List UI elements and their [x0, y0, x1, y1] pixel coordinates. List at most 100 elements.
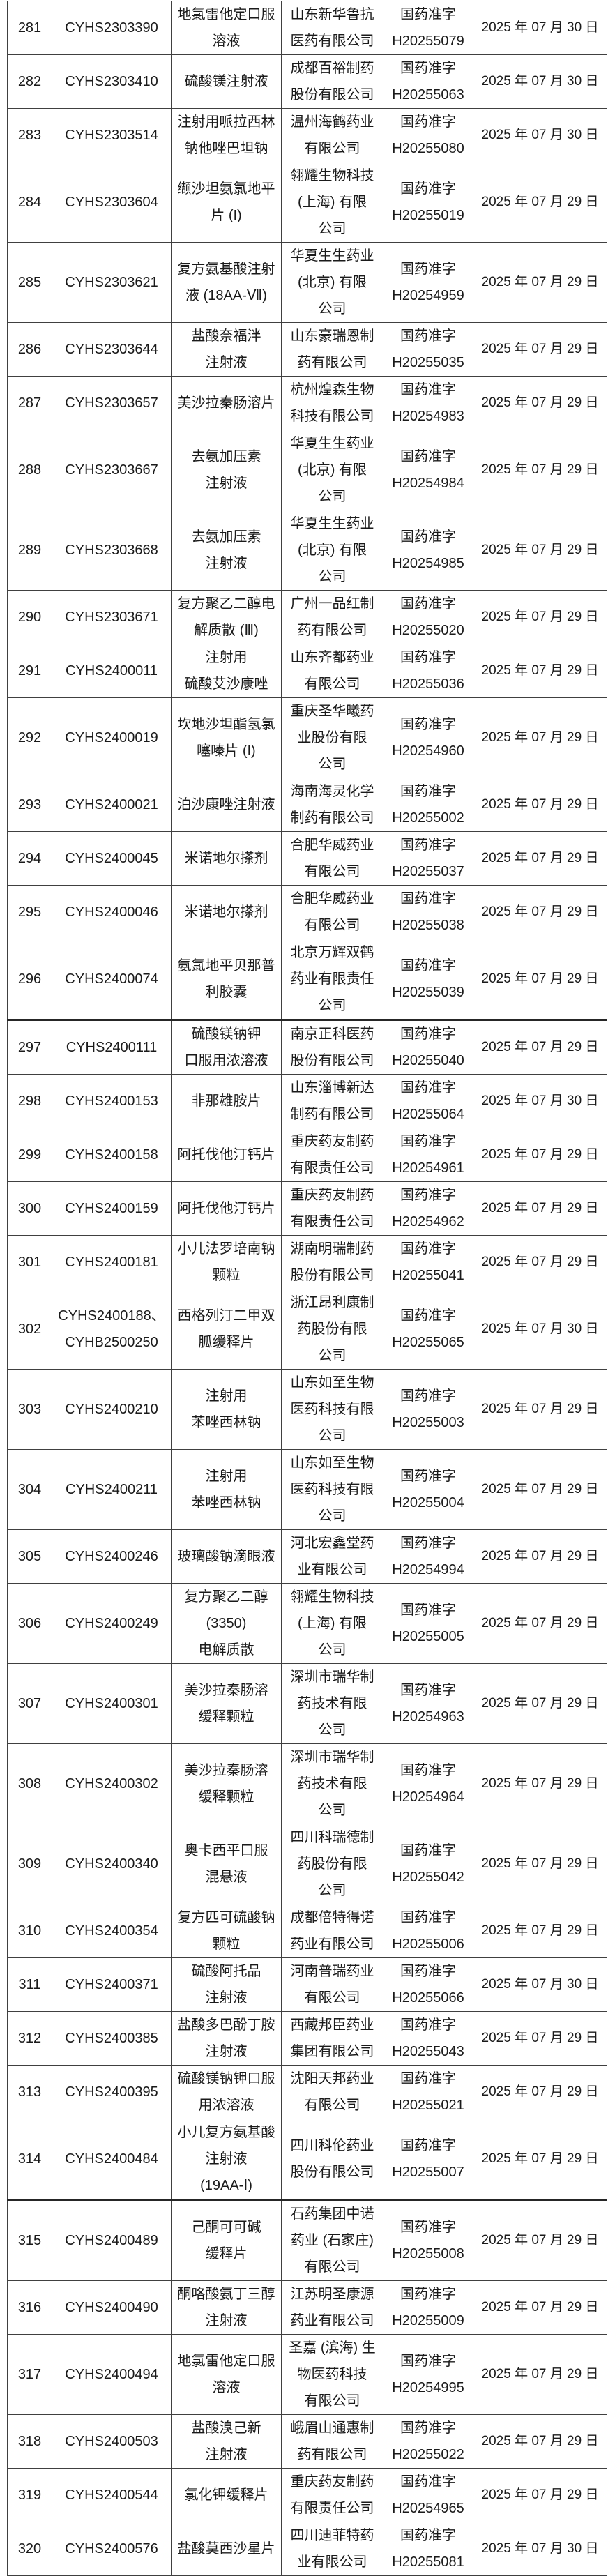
company-cell: 河北宏鑫堂药 业有限公司 [281, 1529, 383, 1584]
acceptance-number-cell: CYHS2303644 [52, 322, 172, 377]
approval-number-cell: 国药准字 H20255042 [383, 1824, 473, 1904]
acceptance-number-cell: CYHS2400019 [52, 697, 172, 778]
company-cell: 山东淄博新达 制药有限公司 [281, 1074, 383, 1128]
approval-number-cell: 国药准字 H20255081 [383, 2522, 473, 2576]
acceptance-number-cell: CYHS2303621 [52, 242, 172, 323]
company-cell: 温州海鹤药业 有限公司 [281, 108, 383, 162]
approval-number-cell: 国药准字 H20255022 [383, 2414, 473, 2469]
acceptance-number-cell: CYHS2400489 [52, 2199, 172, 2281]
drug-name-cell: 氨氯地平贝那普 利胶囊 [171, 939, 282, 1020]
approval-number-cell: 国药准字 H20255019 [383, 162, 473, 243]
row-number-cell: 312 [7, 2011, 52, 2066]
company-cell: 沈阳天邦药业 有限公司 [281, 2065, 383, 2119]
row-number-cell: 288 [7, 430, 52, 510]
acceptance-number-cell: CYHS2303514 [52, 108, 172, 162]
approval-number-cell: 国药准字 H20255064 [383, 1074, 473, 1128]
row-number-cell: 310 [7, 1904, 52, 1958]
drug-name-cell: 注射用 硫酸艾沙康唑 [171, 644, 282, 698]
row-number-cell: 318 [7, 2414, 52, 2469]
table-row: 299 CYHS2400158 阿托伐他汀钙片 重庆药友制药 有限责任公司 国药… [7, 1128, 607, 1182]
approval-number-cell: 国药准字 H20255035 [383, 322, 473, 377]
acceptance-number-cell: CYHS2303657 [52, 376, 172, 430]
approval-date-cell: 2025 年 07 月 30 日 [473, 108, 607, 162]
approval-date-cell: 2025 年 07 月 29 日 [473, 1529, 607, 1584]
company-cell: 重庆圣华曦药 业股份有限 公司 [281, 697, 383, 778]
approval-number-cell: 国药准字 H20254984 [383, 430, 473, 510]
row-number-cell: 284 [7, 162, 52, 243]
company-cell: 山东齐都药业 有限公司 [281, 644, 383, 698]
table-row: 317 CYHS2400494 地氯雷他定口服 溶液 圣嘉 (滨海) 生 物医药… [7, 2334, 607, 2415]
row-number-cell: 294 [7, 831, 52, 886]
drug-name-cell: 阿托伐他汀钙片 [171, 1128, 282, 1182]
approval-date-cell: 2025 年 07 月 30 日 [473, 2522, 607, 2576]
drug-name-cell: 泊沙康唑注射液 [171, 778, 282, 832]
table-row: 291 CYHS2400011 注射用 硫酸艾沙康唑 山东齐都药业 有限公司 国… [7, 644, 607, 698]
acceptance-number-cell: CYHS2400011 [52, 644, 172, 698]
approval-date-cell: 2025 年 07 月 29 日 [473, 430, 607, 510]
table-row: 304 CYHS2400211 注射用 苯唑西林钠 山东如至生物 医药科技有限 … [7, 1449, 607, 1530]
acceptance-number-cell: CYHS2400544 [52, 2468, 172, 2522]
row-number-cell: 296 [7, 939, 52, 1020]
drug-name-cell: 美沙拉秦肠溶 缓释颗粒 [171, 1663, 282, 1744]
row-number-cell: 281 [7, 1, 52, 55]
row-number-cell: 319 [7, 2468, 52, 2522]
table-row: 298 CYHS2400153 非那雄胺片 山东淄博新达 制药有限公司 国药准字… [7, 1074, 607, 1128]
approval-date-cell: 2025 年 07 月 29 日 [473, 831, 607, 886]
drug-name-cell: 盐酸奈福泮 注射液 [171, 322, 282, 377]
approval-number-cell: 国药准字 H20255002 [383, 778, 473, 832]
drug-name-cell: 硫酸阿托品 注射液 [171, 1957, 282, 2012]
acceptance-number-cell: CYHS2303667 [52, 430, 172, 510]
approval-number-cell: 国药准字 H20255007 [383, 2119, 473, 2200]
company-cell: 重庆药友制药 有限责任公司 [281, 1128, 383, 1182]
table-row: 314 CYHS2400484 小儿复方氨基酸 注射液 (19AA-Ⅰ) 四川科… [7, 2119, 607, 2200]
company-cell: 广州一品红制 药有限公司 [281, 590, 383, 644]
company-cell: 河南普瑞药业 有限公司 [281, 1957, 383, 2012]
table-row: 297 CYHS2400111 硫酸镁钠钾 口服用浓溶液 南京正科医药 股份有限… [7, 1019, 607, 1075]
approval-number-cell: 国药准字 H20255043 [383, 2011, 473, 2066]
row-number-cell: 314 [7, 2119, 52, 2200]
approval-number-cell: 国药准字 H20254964 [383, 1743, 473, 1824]
acceptance-number-cell: CYHS2400371 [52, 1957, 172, 2012]
row-number-cell: 299 [7, 1128, 52, 1182]
approval-number-cell: 国药准字 H20255041 [383, 1235, 473, 1289]
acceptance-number-cell: CYHS2400074 [52, 939, 172, 1020]
approval-number-cell: 国药准字 H20255040 [383, 1019, 473, 1075]
table-row: 284 CYHS2303604 缬沙坦氨氯地平 片 (I) 翎耀生物科技 (上海… [7, 162, 607, 243]
drug-name-cell: 玻璃酸钠滴眼液 [171, 1529, 282, 1584]
row-number-cell: 306 [7, 1583, 52, 1664]
acceptance-number-cell: CYHS2303671 [52, 590, 172, 644]
acceptance-number-cell: CYHS2303604 [52, 162, 172, 243]
approval-date-cell: 2025 年 07 月 29 日 [473, 1824, 607, 1904]
approval-date-cell: 2025 年 07 月 29 日 [473, 1743, 607, 1824]
company-cell: 合肥华威药业 有限公司 [281, 885, 383, 939]
table-row: 300 CYHS2400159 阿托伐他汀钙片 重庆药友制药 有限责任公司 国药… [7, 1181, 607, 1236]
acceptance-number-cell: CYHS2400210 [52, 1369, 172, 1450]
acceptance-number-cell: CYHS2400249 [52, 1583, 172, 1664]
table-row: 318 CYHS2400503 盐酸溴己新 注射液 峨眉山通惠制 药有限公司 国… [7, 2414, 607, 2469]
row-number-cell: 286 [7, 322, 52, 377]
acceptance-number-cell: CYHS2400158 [52, 1128, 172, 1182]
row-number-cell: 315 [7, 2199, 52, 2281]
row-number-cell: 289 [7, 510, 52, 591]
company-cell: 四川科瑞德制 药股份有限 公司 [281, 1824, 383, 1904]
drug-name-cell: 酮咯酸氨丁三醇 注射液 [171, 2280, 282, 2335]
company-cell: 深圳市瑞华制 药技术有限 公司 [281, 1663, 383, 1744]
company-cell: 山东新华鲁抗 医药有限公司 [281, 1, 383, 55]
table-row: 287 CYHS2303657 美沙拉秦肠溶片 杭州煌森生物 科技有限公司 国药… [7, 376, 607, 430]
company-cell: 翎耀生物科技 (上海) 有限 公司 [281, 1583, 383, 1664]
drug-name-cell: 西格列汀二甲双 胍缓释片 [171, 1289, 282, 1370]
approval-date-cell: 2025 年 07 月 30 日 [473, 54, 607, 109]
row-number-cell: 300 [7, 1181, 52, 1236]
acceptance-number-cell: CYHS2400576 [52, 2522, 172, 2576]
approval-date-cell: 2025 年 07 月 29 日 [473, 778, 607, 832]
table-row: 294 CYHS2400045 米诺地尔搽剂 合肥华威药业 有限公司 国药准字 … [7, 831, 607, 886]
row-number-cell: 309 [7, 1824, 52, 1904]
drug-name-cell: 去氨加压素 注射液 [171, 430, 282, 510]
acceptance-number-cell: CYHS2400395 [52, 2065, 172, 2119]
acceptance-number-cell: CYHS2400494 [52, 2334, 172, 2415]
approval-date-cell: 2025 年 07 月 29 日 [473, 1235, 607, 1289]
company-cell: 重庆药友制药 有限责任公司 [281, 1181, 383, 1236]
approval-number-cell: 国药准字 H20255009 [383, 2280, 473, 2335]
row-number-cell: 302 [7, 1289, 52, 1370]
company-cell: 华夏生生药业 (北京) 有限 公司 [281, 430, 383, 510]
